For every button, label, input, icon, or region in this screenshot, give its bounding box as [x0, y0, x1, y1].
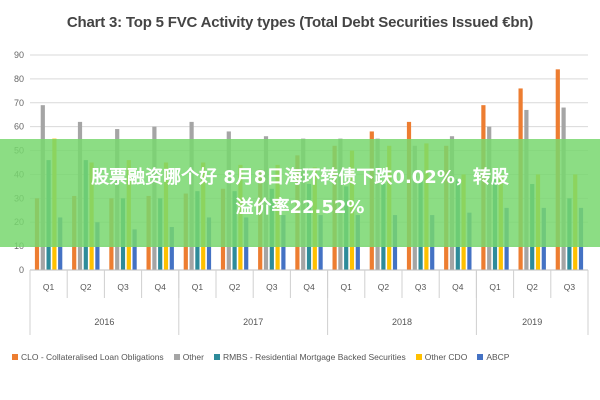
year-label: 2017 — [243, 317, 263, 327]
bar — [132, 229, 137, 270]
legend-swatch — [477, 354, 484, 360]
x-tick-label: Q2 — [229, 282, 241, 292]
legend-swatch — [213, 354, 220, 360]
year-label: 2019 — [522, 317, 542, 327]
x-tick-label: Q1 — [192, 282, 204, 292]
x-tick-label: Q4 — [452, 282, 464, 292]
x-tick-label: Q2 — [527, 282, 539, 292]
banner-line-1: 股票融资哪个好 8月8日海环转债下跌0.02%，转股 — [91, 167, 509, 188]
x-tick-label: Q3 — [266, 282, 278, 292]
x-tick-label: Q1 — [43, 282, 55, 292]
x-tick-label: Q3 — [564, 282, 576, 292]
legend-item: Other — [173, 352, 204, 362]
chart-title: Chart 3: Top 5 FVC Activity types (Total… — [66, 14, 534, 31]
legend-label: CLO - Collateralised Loan Obligations — [21, 352, 164, 362]
legend-label: RMBS - Residential Mortgage Backed Secur… — [222, 352, 406, 362]
legend-item: CLO - Collateralised Loan Obligations — [12, 352, 164, 362]
x-axis: Q1 Q2 Q3 Q4 Q1 Q2 Q3 Q4 Q1 Q2 Q3 Q4 Q1 Q2 Q3 2016 2017 20… — [29, 269, 589, 335]
y-tick-label: 60 — [14, 122, 24, 132]
x-tick-label: Q3 — [117, 282, 129, 292]
x-tick-label: Q2 — [378, 282, 390, 292]
year-label: 2018 — [392, 317, 412, 327]
legend-label: Other — [182, 352, 204, 362]
legend-swatch — [415, 354, 422, 360]
overlay-banner: 股票融资哪个好 8月8日海环转债下跌0.02%，转股 溢价率22.52% — [0, 139, 600, 247]
x-tick-label: Q4 — [155, 282, 167, 292]
y-tick-label: 90 — [14, 50, 24, 60]
y-tick-label: 80 — [14, 74, 24, 84]
bar — [169, 227, 174, 270]
legend-item: RMBS - Residential Mortgage Backed Secur… — [213, 352, 406, 362]
legend-item: ABCP — [477, 352, 509, 362]
legend-label: ABCP — [486, 352, 510, 362]
x-tick-label: Q4 — [303, 282, 315, 292]
y-tick-label: 0 — [19, 265, 24, 275]
legend-swatch — [173, 354, 180, 360]
legend-label: Other CDO — [424, 352, 468, 362]
x-tick-label: Q1 — [341, 282, 353, 292]
y-tick-label: 70 — [14, 98, 24, 108]
x-tick-label: Q1 — [489, 282, 501, 292]
legend: CLO - Collateralised Loan Obligations Oth… — [12, 352, 597, 362]
legend-item: Other CDO — [415, 352, 468, 362]
x-tick-label: Q3 — [415, 282, 427, 292]
banner-line-2: 溢价率22.52% — [235, 197, 365, 218]
legend-swatch — [12, 354, 18, 360]
x-tick-label: Q2 — [80, 282, 92, 292]
year-label: 2016 — [94, 317, 114, 327]
